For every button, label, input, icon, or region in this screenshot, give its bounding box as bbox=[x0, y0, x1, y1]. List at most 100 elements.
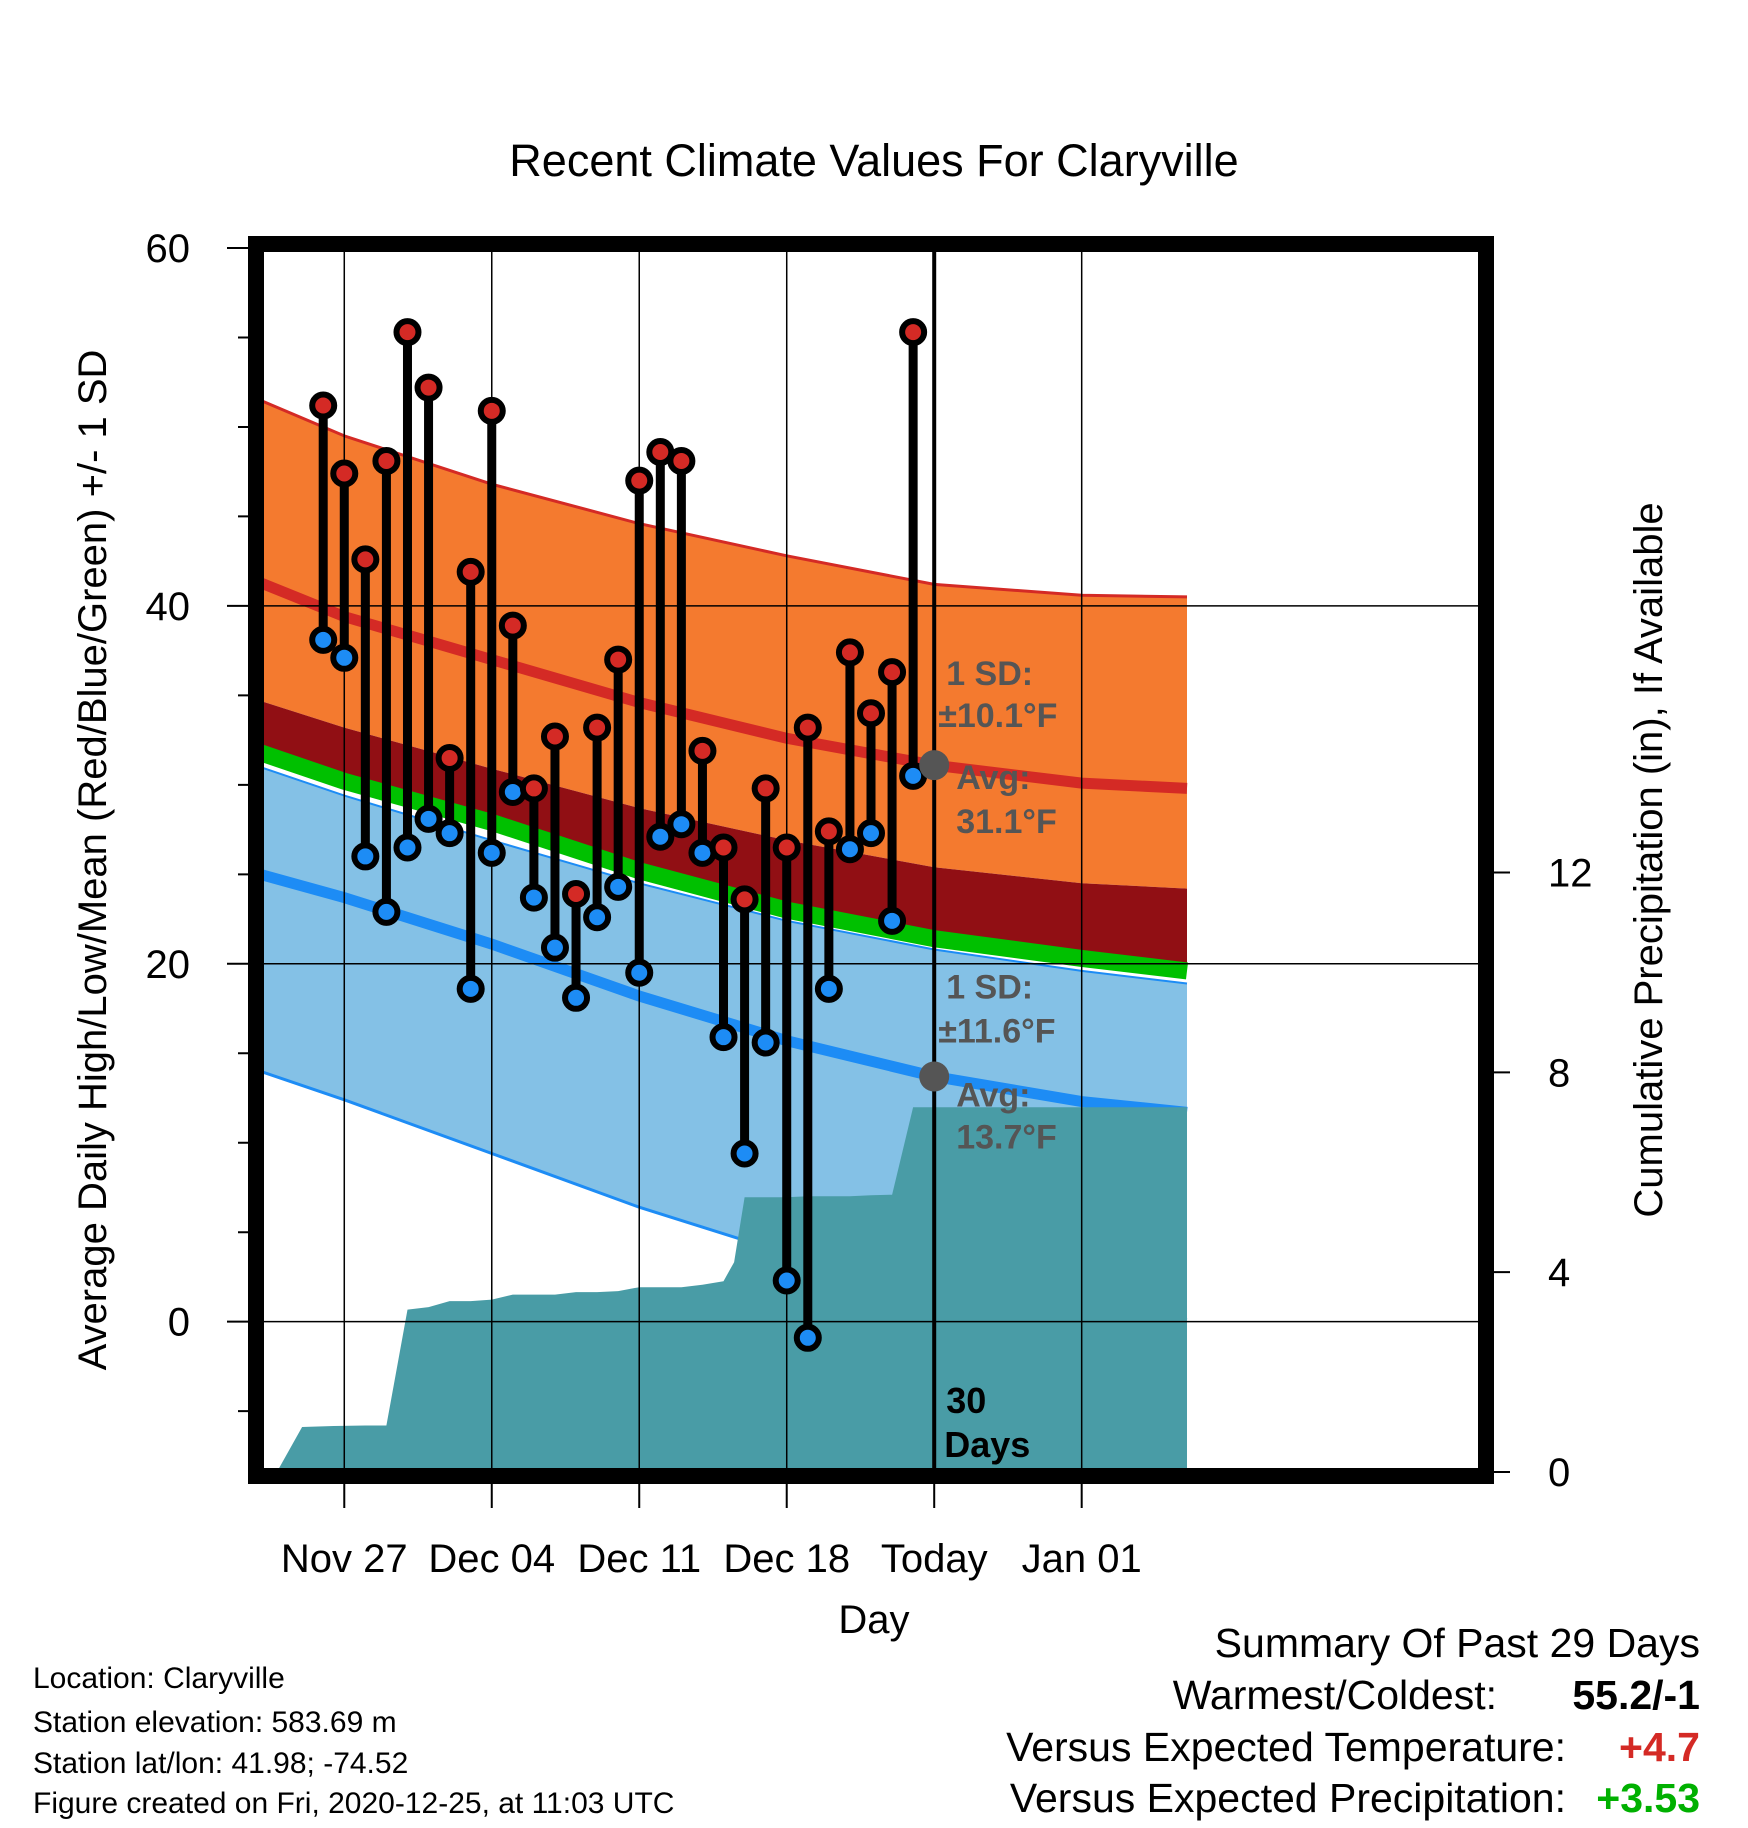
low-point bbox=[351, 842, 380, 871]
y2-axis-label: Cumulative Precipitation (in), If Availa… bbox=[1627, 502, 1671, 1217]
low-point bbox=[456, 974, 485, 1003]
precip-anomaly-label: Versus Expected Precipitation: bbox=[1009, 1775, 1566, 1821]
low-point bbox=[793, 1323, 822, 1352]
latlon-text: Station lat/lon: 41.98; -74.52 bbox=[33, 1747, 409, 1780]
low-point bbox=[330, 643, 359, 672]
high-point bbox=[330, 459, 359, 488]
high-point bbox=[751, 774, 780, 803]
y-tick-label: 0 bbox=[168, 1301, 190, 1345]
low-point bbox=[519, 883, 548, 912]
x-tick-label: Dec 11 bbox=[577, 1537, 701, 1581]
high-point bbox=[372, 446, 401, 475]
low-point bbox=[730, 1139, 759, 1168]
high-point bbox=[772, 833, 801, 862]
elevation-text: Station elevation: 583.69 m bbox=[33, 1706, 397, 1739]
high-point bbox=[562, 880, 591, 908]
low-point bbox=[309, 625, 338, 654]
high-point bbox=[351, 545, 380, 574]
low-point bbox=[372, 897, 401, 926]
high-point bbox=[667, 446, 696, 475]
high-point bbox=[498, 611, 527, 640]
location-text: Location: Claryville bbox=[33, 1662, 285, 1695]
low-point bbox=[414, 804, 443, 833]
low-avg-value: 13.7°F bbox=[956, 1119, 1057, 1157]
high-avg-label: Avg: bbox=[956, 759, 1030, 797]
x-tick-label: Dec 04 bbox=[428, 1537, 555, 1581]
high-avg-value: 31.1°F bbox=[956, 803, 1057, 841]
axes: 0 20 40 60 0 4 8 12 Nov 27 Dec 04 Dec 11 Dec 18 Toda… bbox=[146, 227, 1593, 1581]
days-label-number: 30 bbox=[946, 1380, 986, 1421]
high-point bbox=[604, 645, 633, 674]
x-tick-label: Jan 01 bbox=[1022, 1537, 1142, 1581]
high-point bbox=[393, 318, 422, 347]
low-point bbox=[814, 974, 843, 1003]
y2-tick-label: 12 bbox=[1548, 851, 1593, 895]
high-point bbox=[709, 833, 738, 862]
high-point bbox=[625, 466, 654, 495]
low-point bbox=[562, 983, 591, 1012]
low-point bbox=[709, 1023, 738, 1052]
x-tick-label: Today bbox=[881, 1537, 988, 1581]
high-sd-value: ±10.1°F bbox=[938, 697, 1057, 735]
y2-tick-label: 8 bbox=[1548, 1051, 1570, 1095]
x-tick-label: Nov 27 bbox=[281, 1537, 408, 1581]
created-text: Figure created on Fri, 2020-12-25, at 11… bbox=[33, 1787, 675, 1820]
avg-low-line bbox=[260, 868, 1188, 1118]
low-point bbox=[835, 835, 864, 864]
low-point bbox=[751, 1028, 780, 1057]
days-label-text: Days bbox=[944, 1424, 1030, 1465]
low-point bbox=[604, 872, 633, 901]
x-tick-label: Dec 18 bbox=[723, 1537, 850, 1581]
x-axis-label: Day bbox=[838, 1598, 909, 1642]
high-point bbox=[309, 391, 338, 420]
high-point bbox=[878, 658, 907, 687]
low-point bbox=[393, 833, 422, 862]
high-point bbox=[519, 774, 548, 803]
low-point bbox=[878, 906, 907, 935]
low-point bbox=[583, 903, 612, 932]
low-point bbox=[857, 819, 885, 848]
temp-anomaly-label: Versus Expected Temperature: bbox=[1006, 1724, 1566, 1770]
y-tick-label: 40 bbox=[146, 585, 191, 629]
today-avg-high-marker bbox=[919, 750, 950, 781]
high-point bbox=[899, 318, 928, 347]
high-point bbox=[857, 699, 885, 728]
high-point bbox=[583, 713, 612, 742]
low-point bbox=[646, 822, 675, 851]
high-sd-upper-line bbox=[260, 398, 1188, 599]
chart-title: Recent Climate Values For Claryville bbox=[509, 135, 1238, 186]
low-point bbox=[435, 819, 464, 848]
high-point bbox=[835, 638, 864, 667]
high-point bbox=[730, 885, 759, 914]
y-tick-label: 20 bbox=[146, 943, 191, 987]
plot-frame bbox=[248, 236, 1494, 1484]
low-sd-value: ±11.6°F bbox=[938, 1013, 1055, 1051]
warmest-label: Warmest/Coldest: bbox=[1172, 1672, 1497, 1718]
today-avg-low-marker bbox=[919, 1061, 950, 1092]
high-point bbox=[540, 722, 569, 751]
high-point bbox=[414, 373, 443, 402]
low-point bbox=[540, 933, 569, 962]
precip-anomaly-value: +3.53 bbox=[1596, 1775, 1700, 1821]
y-axis-label: Average Daily High/Low/Mean (Red/Blue/Gr… bbox=[71, 350, 115, 1371]
high-point bbox=[477, 396, 506, 425]
high-point bbox=[435, 744, 464, 772]
high-point bbox=[793, 713, 822, 742]
y2-tick-label: 4 bbox=[1548, 1251, 1570, 1295]
high-point bbox=[688, 736, 717, 765]
y-tick-label: 60 bbox=[146, 227, 191, 271]
low-avg-label: Avg: bbox=[956, 1077, 1030, 1115]
low-point bbox=[625, 958, 654, 987]
high-point bbox=[814, 817, 843, 846]
low-sd-label: 1 SD: bbox=[946, 969, 1033, 1007]
y2-tick-label: 0 bbox=[1548, 1451, 1570, 1495]
low-point bbox=[772, 1266, 801, 1295]
summary-heading: Summary Of Past 29 Days bbox=[1214, 1620, 1700, 1666]
overlay: 1 SD: ±10.1°F Avg: 31.1°F 1 SD: ±11.6°F Avg: 13… bbox=[309, 248, 1057, 1472]
low-point bbox=[477, 838, 506, 867]
warmest-value: 55.2/-1 bbox=[1572, 1672, 1700, 1718]
high-point bbox=[456, 557, 485, 586]
temp-anomaly-value: +4.7 bbox=[1619, 1724, 1700, 1770]
high-sd-label: 1 SD: bbox=[946, 655, 1033, 693]
